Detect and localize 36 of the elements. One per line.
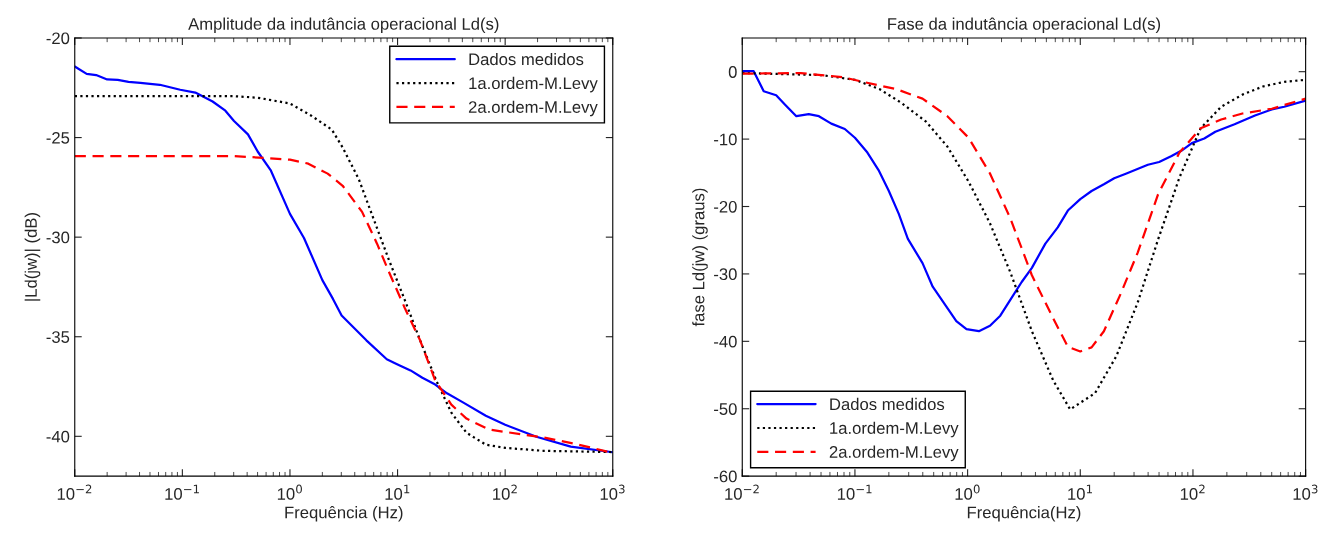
y-tick-label: -10 — [714, 133, 737, 146]
y-tick-label: -30 — [46, 231, 70, 244]
x-tick-label: 10$^{0}$ — [277, 484, 302, 500]
legend-label: 1a.ordem-M.Levy — [469, 76, 598, 93]
y-tick-label: -20 — [46, 32, 70, 45]
y-tick-label: -20 — [714, 200, 737, 213]
y-tick-label: -60 — [714, 470, 737, 483]
y-tick-label: -35 — [46, 331, 70, 343]
y-axis-title: fase Ld(jw) (graus) — [692, 188, 708, 327]
chart-title: Amplitude da indutância operacional Ld(s) — [188, 17, 499, 34]
x-tick-label: 10$^{3}$ — [600, 484, 625, 500]
y-tick-label: -25 — [46, 131, 70, 144]
x-tick-label: 10$^{2}$ — [1180, 484, 1205, 500]
y-axis-title: |Ld(jw)| (dB) — [24, 213, 41, 301]
y-tick-label: -40 — [46, 430, 70, 443]
legend-label: Dados medidos — [830, 397, 945, 411]
x-tick-label: 10$^{−1}$ — [165, 484, 199, 500]
legend-label: 2a.ordem-M.Levy — [829, 445, 959, 462]
x-tick-label: 10$^{1}$ — [385, 484, 410, 500]
legend-label: Dados medidos — [469, 52, 584, 66]
y-tick-label: -30 — [714, 268, 737, 281]
x-tick-label: 10$^{−1}$ — [837, 484, 872, 500]
x-tick-label: 10$^{−2}$ — [725, 484, 759, 500]
chart-title: Fase da indutância operacional Ld(s) — [888, 17, 1161, 34]
x-tick-label: 10$^{3}$ — [1293, 484, 1318, 500]
x-tick-label: 10$^{1}$ — [1068, 484, 1092, 500]
legend-label: 1a.ordem-M.Levy — [830, 421, 959, 438]
x-tick-label: 10$^{2}$ — [493, 484, 517, 500]
x-axis-title: Frequência(Hz) — [967, 506, 1081, 522]
y-tick-label: -40 — [714, 335, 737, 348]
y-tick-label: 0 — [728, 66, 737, 78]
y-tick-label: -50 — [714, 403, 737, 415]
x-tick-label: 10$^{0}$ — [955, 484, 980, 500]
x-axis-title: Frequência (Hz) — [285, 506, 403, 522]
legend-label: 2a.ordem-M.Levy — [468, 100, 598, 117]
x-tick-label: 10$^{−2}$ — [57, 484, 92, 500]
